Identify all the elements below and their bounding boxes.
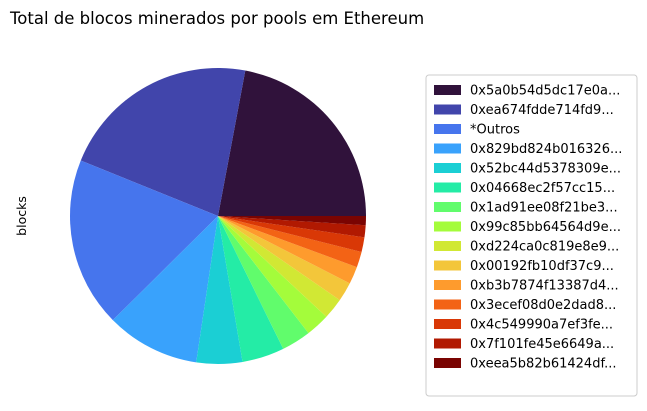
pie-slice [218, 216, 366, 226]
pie-slice [218, 216, 309, 349]
chart-title: Total de blocos minerados por pools em E… [9, 9, 424, 28]
legend-swatch [434, 260, 461, 271]
pie-slice [218, 70, 366, 216]
pie-slice [218, 216, 357, 284]
pie-slice [80, 68, 246, 217]
legend-items: 0x5a0b54d5dc17e0a... 0xea674fdde714fd9...… [434, 84, 622, 372]
legend-swatch [434, 241, 461, 251]
legend-frame [425, 74, 638, 397]
pie-slice [218, 216, 350, 301]
legend-label: 0x3ecef08d0e2dad8... [470, 298, 616, 313]
legend-label: 0x4c549990a7ef3fe... [470, 318, 613, 333]
legend-swatch [434, 163, 461, 173]
legend-label: 0x5a0b54d5dc17e0a... [470, 84, 620, 99]
pie-slice [218, 216, 340, 317]
legend-swatch [434, 124, 461, 134]
legend-swatch [434, 143, 461, 154]
legend-label: 0x52bc44d5378309e... [470, 162, 621, 177]
legend-swatch [434, 202, 461, 212]
legend-swatch [434, 358, 461, 368]
legend-label: 0x829bd824b016326... [470, 142, 622, 157]
legend-swatch [434, 299, 461, 310]
legend-label: 0xb3b7874f13387d4... [470, 279, 619, 294]
pie-slice [112, 216, 218, 363]
pie-slice [218, 216, 365, 252]
legend-swatch [434, 338, 461, 349]
pie-slice [218, 216, 362, 268]
legend-label: *Outros [470, 123, 520, 138]
legend-label: 0x99c85bb64564d9e... [470, 220, 621, 235]
legend-label: 0x00192fb10df37c9... [470, 259, 614, 274]
legend-label: 0xeea5b82b61424df... [470, 357, 616, 372]
legend-label: 0x7f101fe45e6649a... [470, 337, 614, 352]
pie-slice [196, 216, 243, 364]
legend-label: 0xea674fdde714fd9... [470, 103, 614, 118]
pie-slice [218, 216, 327, 334]
legend-label: 0x04668ec2f57cc15... [470, 181, 615, 196]
y-axis-label: blocks [14, 196, 29, 236]
legend-label: 0x1ad91ee08f21be3... [470, 201, 618, 216]
legend-swatch [434, 319, 461, 329]
pie-slice [218, 216, 284, 362]
legend-swatch [434, 280, 461, 290]
legend-swatch [434, 182, 461, 193]
legend-swatch [434, 104, 461, 115]
pie-slice [69, 160, 218, 321]
legend: 0x5a0b54d5dc17e0a... 0xea674fdde714fd9...… [425, 74, 638, 397]
pie-slice [218, 216, 366, 238]
legend-swatch [434, 85, 461, 95]
pie-slices [69, 68, 366, 364]
legend-swatch [434, 221, 461, 232]
legend-label: 0xd224ca0c819e8e9... [470, 240, 619, 255]
